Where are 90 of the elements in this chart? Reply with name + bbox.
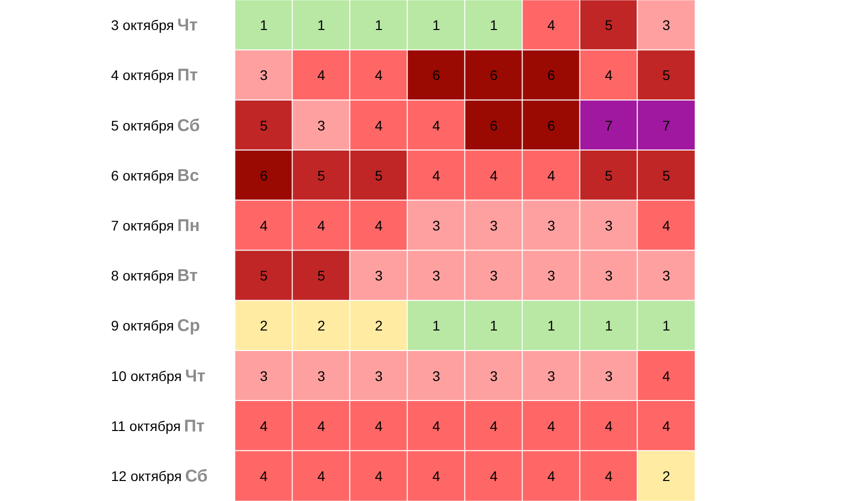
y-tick-label: 8 октября Вт [111,266,198,286]
y-tick-label: 5 октября Сб [111,116,200,135]
data-label: 4 [662,217,670,234]
data-label: 1 [432,17,440,34]
data-label: 1 [547,318,556,334]
data-label: 4 [317,418,326,434]
data-label: 3 [432,368,440,384]
y-tick-label: 10 октября Чт [111,366,206,386]
data-label: 3 [432,217,440,234]
data-label: 1 [490,17,498,34]
data-label: 4 [317,217,326,234]
data-label: 3 [604,217,613,234]
data-label: 6 [490,67,498,84]
data-label: 4 [374,217,383,234]
data-label: 4 [432,418,440,434]
data-label: 4 [662,368,670,384]
data-label: 4 [547,418,556,434]
data-label: 4 [547,17,556,34]
data-label: 1 [432,318,440,334]
data-label: 4 [432,468,440,484]
data-label: 3 [547,217,556,234]
data-label: 2 [317,318,326,334]
data-label: 3 [490,268,498,284]
data-label: 4 [317,468,326,484]
data-label: 6 [432,67,440,84]
data-label: 6 [547,67,556,84]
y-tick-label: 7 октября Пн [111,216,200,235]
y-tick-label: 4 октября Пт [111,66,198,85]
data-label: 3 [547,368,556,384]
data-label: 4 [374,117,383,134]
data-label: 4 [490,167,498,184]
data-label: 7 [604,117,613,134]
data-label: 4 [260,217,268,234]
data-label: 1 [662,318,670,334]
data-label: 4 [547,468,556,484]
data-label: 5 [317,167,326,184]
data-label: 2 [260,318,268,334]
data-label: 5 [260,268,268,284]
data-label: 3 [604,368,613,384]
data-label: 3 [374,368,383,384]
data-label: 1 [604,318,613,334]
data-label: 3 [662,17,670,34]
y-tick-label: 11 октября Пт [111,416,205,436]
data-label: 6 [260,167,268,184]
data-label: 4 [374,67,383,84]
data-label: 3 [317,368,326,384]
data-label: 3 [317,117,326,134]
data-label: 4 [547,167,556,184]
data-label: 6 [547,117,556,134]
data-label: 1 [317,17,326,34]
data-label: 4 [374,468,383,484]
data-label: 1 [490,318,498,334]
data-label: 6 [490,117,498,134]
data-label: 5 [662,167,670,184]
data-label: 5 [604,167,613,184]
data-label: 4 [432,117,440,134]
data-label: 4 [260,418,268,434]
data-label: 1 [374,17,383,34]
y-tick-label: 9 октября Ср [111,316,200,336]
data-label: 3 [547,268,556,284]
data-label: 4 [490,468,498,484]
data-label: 3 [260,368,268,384]
data-label: 5 [662,67,670,84]
data-label: 4 [604,67,613,84]
y-tick-label: 12 октября Сб [111,466,208,486]
data-label: 4 [317,67,326,84]
data-label: 4 [662,418,670,434]
data-label: 5 [260,117,268,134]
y-tick-label: 6 октября Вс [111,166,200,185]
data-label: 4 [490,418,498,434]
data-label: 4 [374,418,383,434]
data-label: 3 [490,217,498,234]
data-label: 3 [374,268,383,284]
data-label: 5 [604,17,613,34]
data-label: 4 [604,418,613,434]
data-label: 4 [432,167,440,184]
data-label: 1 [260,17,268,34]
data-label: 3 [662,268,670,284]
data-label: 2 [662,468,670,484]
data-label: 7 [662,117,670,134]
data-label: 2 [374,318,383,334]
data-label: 4 [260,468,268,484]
y-tick-label: 3 октября Чт [111,16,198,35]
data-label: 3 [604,268,613,284]
data-label: 5 [317,268,326,284]
data-label: 4 [604,468,613,484]
data-label: 3 [260,67,268,84]
data-label: 3 [432,268,440,284]
data-label: 3 [490,368,498,384]
data-label: 5 [374,167,383,184]
